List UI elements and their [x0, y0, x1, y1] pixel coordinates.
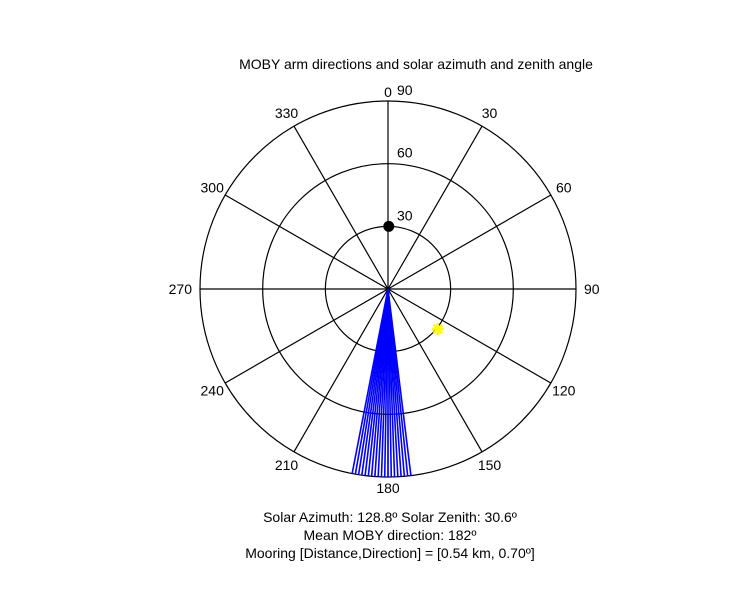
angle-tick-label: 270	[169, 281, 193, 297]
caption-mooring: Mooring [Distance,Direction] = [0.54 km,…	[245, 545, 535, 561]
angle-tick-label: 330	[275, 105, 299, 121]
data-series	[351, 220, 444, 477]
angle-spoke	[387, 194, 552, 290]
arm-direction-line	[351, 288, 389, 474]
radial-tick-label: 90	[397, 82, 413, 98]
caption-mean-direction: Mean MOBY direction: 182º	[303, 527, 477, 543]
angle-spoke	[387, 125, 483, 290]
angle-spoke	[293, 288, 389, 453]
angle-tick-label: 240	[201, 383, 225, 399]
angle-tick-label: 300	[201, 180, 225, 196]
tick-labels: 0 30 60 90 120 150 180 210 240 270 300 330 30 60 90	[169, 82, 600, 496]
sun-marker-core	[434, 325, 442, 333]
caption-solar: Solar Azimuth: 128.8º Solar Zenith: 30.6…	[263, 509, 517, 525]
angle-tick-label: 60	[556, 180, 572, 196]
angle-spoke	[224, 288, 389, 384]
angle-tick-label: 0	[384, 84, 392, 100]
angle-tick-label: 210	[275, 457, 299, 473]
angle-spoke	[387, 288, 483, 453]
mooring-point	[383, 220, 395, 232]
angle-tick-label: 150	[478, 457, 502, 473]
angle-spoke	[387, 288, 552, 384]
angle-tick-label: 30	[482, 105, 498, 121]
angle-tick-label: 120	[552, 383, 576, 399]
sun-position-marker	[431, 323, 444, 336]
chart-title: MOBY arm directions and solar azimuth an…	[239, 56, 593, 72]
angle-spoke	[224, 194, 389, 290]
angle-tick-label: 180	[376, 480, 400, 496]
radial-tick-label: 30	[397, 207, 413, 223]
radial-tick-label: 60	[397, 145, 413, 161]
angle-tick-label: 90	[584, 281, 600, 297]
angle-spoke	[293, 125, 389, 290]
